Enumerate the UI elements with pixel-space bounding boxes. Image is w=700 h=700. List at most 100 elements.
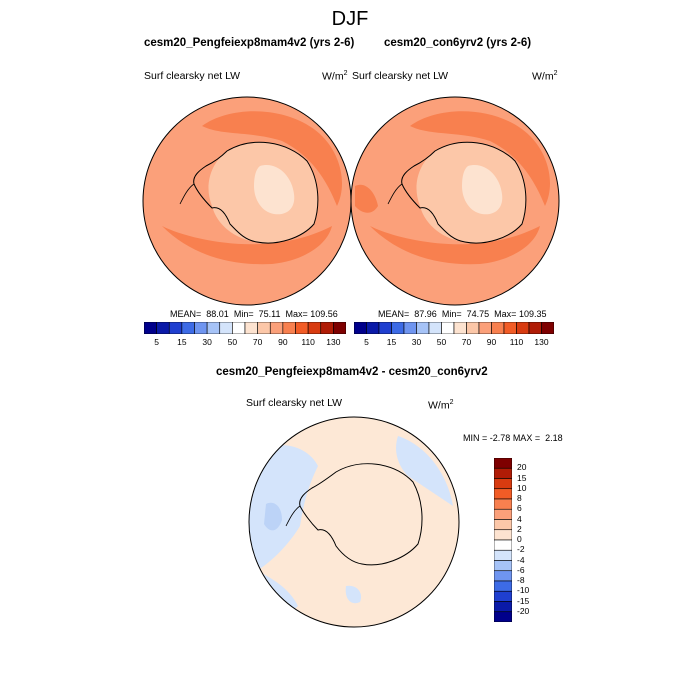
peninsula-coast xyxy=(179,183,195,205)
coastline xyxy=(401,141,527,244)
map-high-patch-west xyxy=(355,184,378,213)
coastline xyxy=(299,463,423,566)
colorbar-swatch xyxy=(494,478,512,490)
colorbar-swatch xyxy=(333,322,346,334)
colorbar-tick-label: -20 xyxy=(517,605,530,616)
colorbar-swatch xyxy=(354,322,367,334)
colorbar-swatch xyxy=(269,322,284,334)
colorbar-tick-label: 4 xyxy=(517,513,522,524)
map-plateau xyxy=(254,165,295,215)
colorbar-tick-label: 90 xyxy=(278,337,288,347)
peninsula-coast xyxy=(285,505,301,527)
colorbar-swatch xyxy=(516,322,530,334)
diff-panel-title: cesm20_Pengfeiexp8mam4v2 - cesm20_con6yr… xyxy=(216,366,488,378)
panel-1-title: cesm20_Pengfeiexp8mam4v2 (yrs 2-6) xyxy=(144,37,355,49)
colorbar-tick-label: 90 xyxy=(486,337,497,347)
panel-1-units: W/m2 xyxy=(322,70,348,83)
panel-2-units: W/m2 xyxy=(532,70,558,83)
colorbar-swatch xyxy=(494,458,512,469)
colorbar-swatch xyxy=(466,322,480,334)
colorbar-swatch xyxy=(491,322,505,334)
colorbar-tick-label: 30 xyxy=(411,337,422,347)
colorbar-swatch xyxy=(494,498,512,510)
colorbar-swatch xyxy=(428,322,442,334)
colorbar-swatch xyxy=(156,322,170,334)
colorbar-swatch xyxy=(403,322,417,334)
colorbar-swatch xyxy=(219,322,233,334)
colorbar-tick-label: 0 xyxy=(517,534,522,544)
colorbar-tick-label: -15 xyxy=(517,595,530,606)
colorbar-swatch xyxy=(391,322,405,334)
panel-2-variable-label: Surf clearsky net LW xyxy=(352,70,449,82)
colorbar-swatch xyxy=(494,560,512,572)
colorbar-tick-label: 6 xyxy=(517,503,522,514)
panel-1-stats: MEAN= 88.01 Min= 75.11 Max= 109.56 xyxy=(170,309,338,319)
colorbar-tick-label: 50 xyxy=(227,337,238,347)
colorbar-tick-label: 130 xyxy=(326,337,341,347)
map-frame xyxy=(350,96,560,306)
panel-2-map xyxy=(350,96,560,306)
panel-2-title: cesm20_con6yrv2 (yrs 2-6) xyxy=(384,37,532,49)
map-negative-core xyxy=(264,502,282,531)
panel-1-variable-label: Surf clearsky net LW xyxy=(144,70,241,82)
diff-colorbar-labels: 20 15 10 8 6 4 2 0 -2 -4 -6 -8 -10 -15 -20 xyxy=(517,458,547,622)
panel-1-colorbar-labels: 5 15 30 50 70 90 110 130 xyxy=(144,337,346,349)
colorbar-swatch xyxy=(320,322,334,334)
colorbar-tick-label: 15 xyxy=(177,337,187,347)
colorbar-tick-label: 50 xyxy=(436,337,447,347)
colorbar-tick-label: 5 xyxy=(364,337,369,347)
panel-2-stats: MEAN= 87.96 Min= 74.75 Max= 109.35 xyxy=(378,309,547,319)
diff-panel-units: W/m2 xyxy=(428,399,454,412)
colorbar-tick-label: 70 xyxy=(461,337,472,347)
colorbar-swatch xyxy=(307,322,322,334)
colorbar-swatch xyxy=(144,322,157,334)
diff-panel-stats: MIN = -2.78 MAX = 2.18 xyxy=(463,433,563,443)
colorbar-swatch xyxy=(416,322,430,334)
figure-title: DJF xyxy=(331,8,369,30)
colorbar-swatch xyxy=(494,488,512,500)
colorbar-swatch xyxy=(494,508,512,520)
colorbar-tick-label: 110 xyxy=(509,337,524,347)
map-high-band-south xyxy=(162,226,332,265)
colorbar-swatch xyxy=(528,322,542,334)
map-high-band xyxy=(202,111,342,206)
colorbar-swatch xyxy=(295,322,309,334)
colorbar-swatch xyxy=(168,322,183,334)
panel-1-colorbar xyxy=(144,322,346,334)
colorbar-swatch xyxy=(494,611,512,622)
diff-panel-map xyxy=(248,416,460,628)
colorbar-swatch xyxy=(494,601,512,613)
colorbar-swatch xyxy=(206,322,221,334)
colorbar-swatch xyxy=(441,322,455,334)
colorbar-tick-label: 2 xyxy=(517,523,522,534)
diff-colorbar xyxy=(494,458,512,622)
colorbar-swatch xyxy=(453,322,467,334)
map-high-band xyxy=(410,111,550,206)
panel-1-map xyxy=(142,96,352,306)
diff-panel-variable-label: Surf clearsky net LW xyxy=(246,397,343,409)
colorbar-swatch xyxy=(478,322,492,334)
colorbar-swatch xyxy=(494,519,512,531)
colorbar-tick-label: 5 xyxy=(154,337,159,347)
colorbar-tick-label: 15 xyxy=(517,472,527,483)
panel-2-colorbar xyxy=(354,322,554,334)
colorbar-tick-label: -4 xyxy=(517,554,525,565)
colorbar-swatch xyxy=(194,322,208,334)
peninsula-coast xyxy=(387,183,403,205)
coastline xyxy=(193,141,319,244)
map-negative-patch-south xyxy=(345,585,362,604)
colorbar-swatch xyxy=(494,549,512,561)
map-plateau xyxy=(462,165,503,215)
map-negative-region-west xyxy=(249,445,318,576)
colorbar-swatch xyxy=(232,322,246,334)
colorbar-tick-label: -8 xyxy=(517,575,525,585)
colorbar-swatch xyxy=(541,322,554,334)
colorbar-swatch xyxy=(378,322,392,334)
map-frame xyxy=(248,416,460,628)
colorbar-swatch xyxy=(494,467,512,479)
colorbar-tick-label: -2 xyxy=(517,544,525,555)
colorbar-tick-label: 110 xyxy=(301,337,315,347)
colorbar-tick-label: -10 xyxy=(517,585,530,596)
colorbar-swatch xyxy=(494,590,512,602)
panel-2-colorbar-labels: 5 15 30 50 70 90 110 130 xyxy=(354,337,554,349)
